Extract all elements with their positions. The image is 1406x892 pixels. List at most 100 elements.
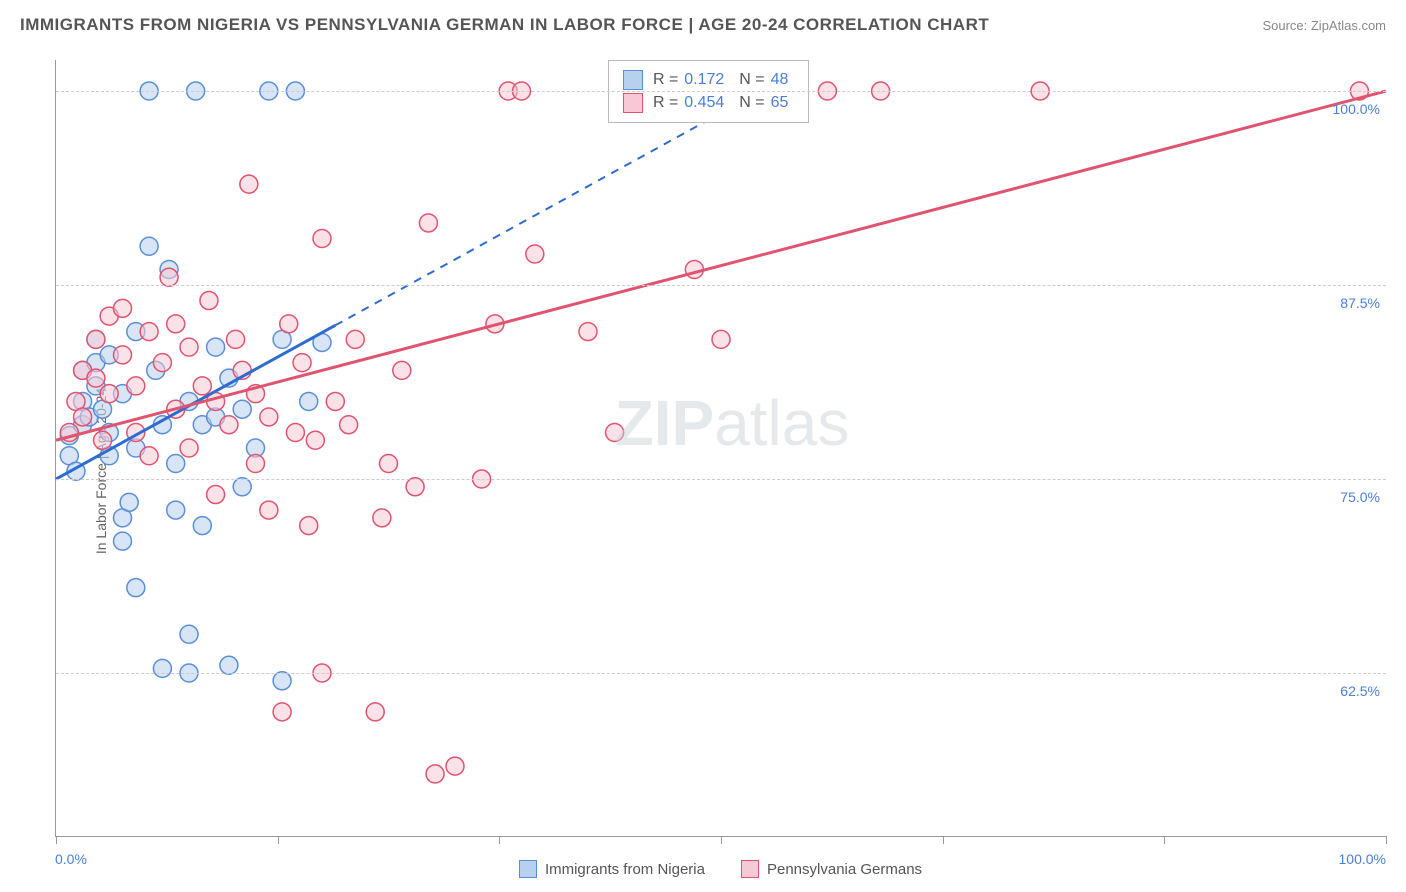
scatter-point (207, 486, 225, 504)
stat-r-value: 0.172 (684, 71, 724, 89)
plot-area: ZIPatlas R = 0.172 N = 48R = 0.454 N = 6… (55, 60, 1386, 837)
stats-row: R = 0.172 N = 48 (623, 70, 794, 90)
scatter-point (366, 703, 384, 721)
scatter-point (233, 478, 251, 496)
scatter-point (140, 447, 158, 465)
scatter-svg (56, 60, 1386, 836)
scatter-point (712, 330, 730, 348)
scatter-point (200, 292, 218, 310)
gridline (56, 91, 1386, 92)
scatter-point (160, 268, 178, 286)
scatter-point (94, 431, 112, 449)
scatter-point (247, 455, 265, 473)
scatter-point (526, 245, 544, 263)
scatter-point (313, 229, 331, 247)
stat-label: N = (730, 94, 764, 112)
scatter-point (153, 659, 171, 677)
stat-label: R = (653, 94, 678, 112)
scatter-point (100, 385, 118, 403)
scatter-point (340, 416, 358, 434)
scatter-point (114, 532, 132, 550)
stat-label: N = (730, 71, 764, 89)
y-tick-label: 87.5% (1340, 295, 1380, 311)
scatter-point (280, 315, 298, 333)
scatter-point (207, 338, 225, 356)
scatter-point (260, 408, 278, 426)
trend-line (56, 91, 1386, 440)
scatter-point (193, 517, 211, 535)
scatter-point (167, 455, 185, 473)
scatter-point (273, 703, 291, 721)
scatter-point (227, 330, 245, 348)
scatter-point (193, 377, 211, 395)
scatter-point (606, 423, 624, 441)
x-axis-max-label: 100.0% (1339, 851, 1386, 867)
scatter-point (240, 175, 258, 193)
scatter-point (273, 672, 291, 690)
scatter-point (326, 392, 344, 410)
scatter-point (87, 330, 105, 348)
scatter-point (180, 338, 198, 356)
scatter-point (286, 423, 304, 441)
scatter-point (120, 493, 138, 511)
chart-container: In Labor Force | Age 20-24 ZIPatlas R = … (0, 50, 1406, 892)
stat-r-value: 0.454 (684, 94, 724, 112)
chart-title: IMMIGRANTS FROM NIGERIA VS PENNSYLVANIA … (20, 15, 989, 34)
scatter-point (87, 369, 105, 387)
gridline (56, 673, 1386, 674)
x-tick (721, 836, 722, 844)
scatter-point (306, 431, 324, 449)
x-tick (1164, 836, 1165, 844)
legend-label: Immigrants from Nigeria (545, 861, 705, 878)
scatter-point (167, 315, 185, 333)
scatter-point (419, 214, 437, 232)
y-tick-label: 75.0% (1340, 489, 1380, 505)
scatter-point (180, 439, 198, 457)
scatter-point (127, 377, 145, 395)
x-tick (499, 836, 500, 844)
stats-row: R = 0.454 N = 65 (623, 93, 794, 113)
gridline (56, 285, 1386, 286)
legend: Immigrants from Nigeria Pennsylvania Germ… (55, 860, 1386, 882)
series-swatch (623, 93, 643, 113)
legend-item: Immigrants from Nigeria (519, 860, 705, 878)
scatter-point (579, 323, 597, 341)
stat-label: R = (653, 71, 678, 89)
scatter-point (426, 765, 444, 783)
x-tick (1386, 836, 1387, 844)
scatter-point (153, 354, 171, 372)
legend-item: Pennsylvania Germans (741, 860, 922, 878)
x-tick (943, 836, 944, 844)
scatter-point (114, 299, 132, 317)
scatter-point (406, 478, 424, 496)
scatter-point (233, 400, 251, 418)
scatter-point (127, 579, 145, 597)
x-tick (56, 836, 57, 844)
scatter-point (300, 517, 318, 535)
stat-n-value: 48 (771, 71, 789, 89)
scatter-point (74, 408, 92, 426)
scatter-point (220, 416, 238, 434)
legend-swatch (741, 860, 759, 878)
legend-label: Pennsylvania Germans (767, 861, 922, 878)
x-tick (278, 836, 279, 844)
scatter-point (260, 501, 278, 519)
gridline (56, 479, 1386, 480)
scatter-point (220, 656, 238, 674)
legend-swatch (519, 860, 537, 878)
scatter-point (140, 237, 158, 255)
y-tick-label: 100.0% (1333, 101, 1380, 117)
source-attribution: Source: ZipAtlas.com (1262, 18, 1386, 33)
scatter-point (380, 455, 398, 473)
trend-line-dashed (335, 91, 761, 325)
scatter-point (140, 323, 158, 341)
scatter-point (293, 354, 311, 372)
scatter-point (446, 757, 464, 775)
y-tick-label: 62.5% (1340, 683, 1380, 699)
series-swatch (623, 70, 643, 90)
scatter-point (167, 501, 185, 519)
scatter-point (373, 509, 391, 527)
scatter-point (393, 361, 411, 379)
scatter-point (180, 625, 198, 643)
scatter-point (300, 392, 318, 410)
